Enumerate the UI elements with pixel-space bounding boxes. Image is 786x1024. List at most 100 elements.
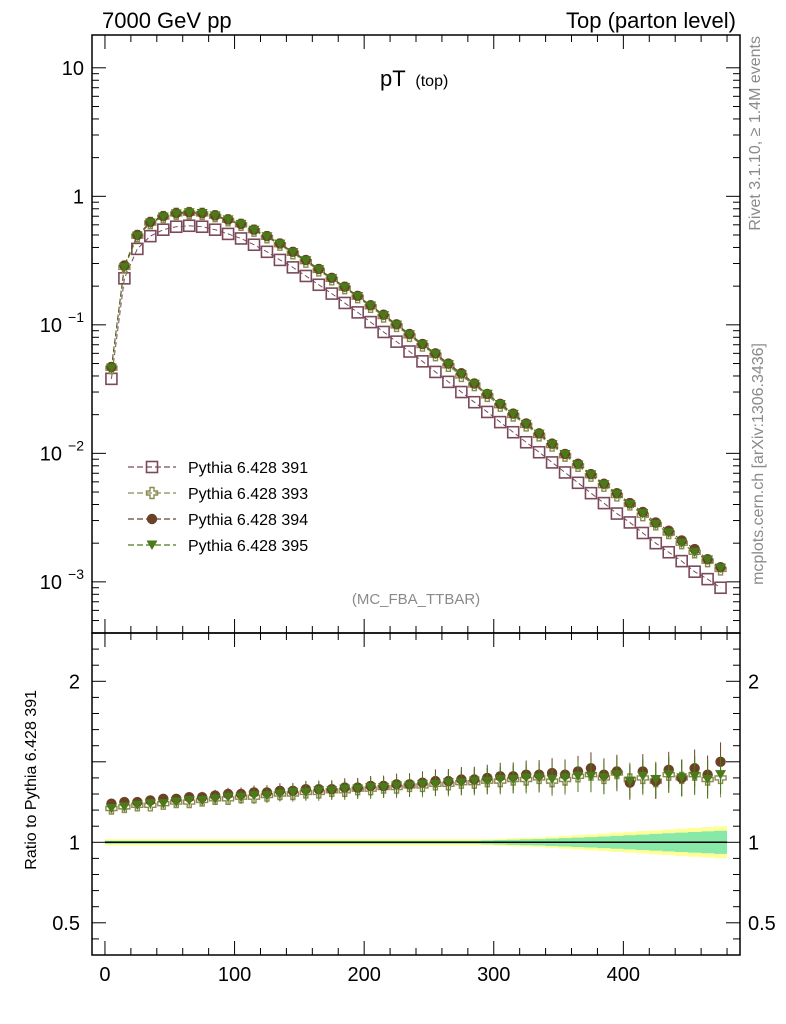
data-point-0 <box>558 466 572 479</box>
data-point-3 <box>235 219 247 230</box>
ratio-point-2 <box>572 771 584 782</box>
ratio-point-2 <box>429 779 441 790</box>
data-point-0 <box>493 415 507 429</box>
data-point-3 <box>429 349 441 360</box>
main-y-tick-exponent: −2 <box>68 437 84 453</box>
data-point-0 <box>610 507 624 520</box>
data-point-3 <box>170 209 182 219</box>
data-point-0 <box>649 536 663 550</box>
legend-marker-2 <box>146 513 158 525</box>
ratio-point-2 <box>391 781 403 791</box>
mcplots-label: mcplots.cern.ch [arXiv:1306.3436] <box>750 343 767 585</box>
data-point-0 <box>688 565 701 578</box>
main-y-tick-label: 10 <box>40 443 62 465</box>
data-point-3 <box>468 379 480 390</box>
data-point-0 <box>506 425 520 439</box>
data-point-0 <box>169 220 183 234</box>
data-point-0 <box>338 296 352 310</box>
x-tick-label: 200 <box>347 964 380 986</box>
data-point-3 <box>274 239 286 250</box>
data-point-0 <box>701 572 714 586</box>
data-point-3 <box>416 340 428 350</box>
data-point-0 <box>351 306 364 319</box>
ratio-y-tick-label-right: 1 <box>748 832 759 854</box>
data-point-0 <box>364 315 377 329</box>
data-point-0 <box>442 375 455 389</box>
data-point-3 <box>481 389 493 400</box>
ratio-point-2 <box>326 786 338 796</box>
ratio-point-2 <box>507 775 519 785</box>
data-point-3 <box>442 360 454 370</box>
main-y-tick-exponent: −3 <box>68 566 84 582</box>
data-point-3 <box>378 311 390 321</box>
ratio-point-2 <box>274 789 286 799</box>
plot-title-main: pT <box>380 66 405 91</box>
ratio-point-2 <box>702 775 714 785</box>
data-point-3 <box>689 547 701 558</box>
ratio-point-2 <box>546 775 558 785</box>
data-point-0 <box>221 227 235 241</box>
data-point-0 <box>299 269 313 283</box>
x-tick-label: 400 <box>607 964 640 986</box>
x-tick-label: 300 <box>477 964 510 986</box>
legend-label-0: Pythia 6.428 391 <box>188 460 308 477</box>
ratio-point-2 <box>637 771 649 782</box>
data-point-3 <box>118 262 130 273</box>
ratio-point-2 <box>300 787 312 798</box>
data-point-0 <box>416 355 429 368</box>
data-point-3 <box>404 330 416 340</box>
data-point-0 <box>623 516 637 529</box>
legend-marker-1 <box>145 486 159 500</box>
legend-marker-3 <box>146 540 158 550</box>
ratio-y-tick-label-right: 2 <box>748 671 759 693</box>
main-y-tick-label: 10 <box>40 315 62 337</box>
plot-title: pT (top) <box>380 66 448 91</box>
ratio-point-2 <box>598 773 610 783</box>
data-point-0 <box>325 287 339 300</box>
legend: Pythia 6.428 391 Pythia 6.428 393 Pythia 6… <box>128 460 308 555</box>
ratio-y-axis-label: Ratio to Pythia 6.428 391 <box>23 690 40 870</box>
data-point-3 <box>546 440 558 450</box>
ratio-point-2 <box>196 795 208 806</box>
ratio-y-tick-label: 0.5 <box>52 913 80 935</box>
ratio-point-2 <box>559 773 571 783</box>
x-tick-label: 0 <box>99 964 110 986</box>
ratio-point-2 <box>481 776 493 787</box>
data-point-0 <box>532 445 546 459</box>
data-point-0 <box>662 545 676 559</box>
ratio-point-2 <box>118 802 130 812</box>
data-point-0 <box>312 278 326 292</box>
data-point-0 <box>182 219 196 233</box>
ratio-point-2 <box>365 783 377 793</box>
ratio-point-2 <box>442 778 454 788</box>
data-point-0 <box>714 581 727 595</box>
data-point-0 <box>429 365 442 379</box>
ratio-point-2 <box>261 791 273 801</box>
data-point-3 <box>572 460 584 471</box>
data-point-3 <box>183 208 195 218</box>
legend-label-2: Pythia 6.428 394 <box>188 512 308 529</box>
main-y-tick-label: 10 <box>62 58 84 80</box>
data-point-3 <box>663 528 675 538</box>
data-point-0 <box>247 238 261 252</box>
data-point-3 <box>196 209 208 219</box>
ratio-axis-ticks: 2 2 1 1 0.5 0.5 0 100 200 300 400 <box>52 633 776 986</box>
ratio-point-2 <box>144 799 156 809</box>
data-point-0 <box>403 345 416 358</box>
ratio-point-2 <box>183 795 195 806</box>
ratio-point-2 <box>611 770 623 780</box>
ratio-point-2 <box>105 803 117 814</box>
ratio-point-2 <box>170 797 182 808</box>
ratio-point-2 <box>222 792 234 803</box>
header-left-title: 7000 GeV pp <box>102 8 232 33</box>
data-point-0 <box>597 496 611 510</box>
ratio-y-tick-label-right: 0.5 <box>748 913 776 935</box>
data-point-0 <box>286 261 300 274</box>
ratio-point-2 <box>209 794 221 804</box>
data-point-0 <box>195 220 209 234</box>
data-point-0 <box>208 223 222 236</box>
data-point-3 <box>365 301 377 312</box>
ratio-point-2 <box>676 773 688 783</box>
ratio-point-2 <box>468 776 480 787</box>
ratio-point-2 <box>650 775 662 785</box>
